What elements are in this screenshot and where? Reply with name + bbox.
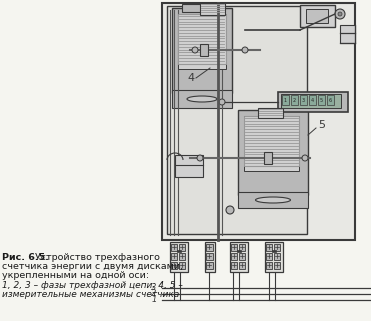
FancyBboxPatch shape xyxy=(327,95,334,105)
Text: 1, 2, 3 – фазы трехфазной цепи; 4, 5 –: 1, 2, 3 – фазы трехфазной цепи; 4, 5 – xyxy=(2,281,183,290)
FancyBboxPatch shape xyxy=(172,90,232,108)
FancyBboxPatch shape xyxy=(306,9,328,23)
FancyBboxPatch shape xyxy=(179,244,185,251)
Circle shape xyxy=(192,47,198,53)
FancyBboxPatch shape xyxy=(231,253,237,260)
FancyBboxPatch shape xyxy=(175,155,203,177)
FancyBboxPatch shape xyxy=(274,253,280,260)
FancyBboxPatch shape xyxy=(177,250,181,252)
Text: Устройство трехфазного: Устройство трехфазного xyxy=(32,253,160,262)
FancyBboxPatch shape xyxy=(206,253,213,260)
FancyBboxPatch shape xyxy=(237,250,241,252)
FancyBboxPatch shape xyxy=(281,94,341,108)
Text: 3: 3 xyxy=(302,98,305,102)
FancyBboxPatch shape xyxy=(266,253,272,260)
Text: 6: 6 xyxy=(329,98,332,102)
FancyBboxPatch shape xyxy=(182,4,222,12)
Text: 5: 5 xyxy=(318,120,325,130)
Circle shape xyxy=(302,155,308,161)
FancyBboxPatch shape xyxy=(238,110,308,195)
FancyBboxPatch shape xyxy=(162,3,355,240)
Ellipse shape xyxy=(187,96,217,102)
FancyBboxPatch shape xyxy=(239,244,245,251)
Text: 4: 4 xyxy=(187,73,194,83)
Text: 5: 5 xyxy=(320,98,323,102)
FancyBboxPatch shape xyxy=(179,253,185,260)
FancyBboxPatch shape xyxy=(238,192,308,208)
Text: Рис. 6.5.: Рис. 6.5. xyxy=(2,253,49,262)
FancyBboxPatch shape xyxy=(171,244,177,251)
FancyBboxPatch shape xyxy=(272,250,276,252)
Circle shape xyxy=(242,47,248,53)
Text: 1: 1 xyxy=(284,98,287,102)
Text: 3: 3 xyxy=(151,283,157,292)
Circle shape xyxy=(335,9,345,19)
FancyBboxPatch shape xyxy=(258,108,283,118)
FancyBboxPatch shape xyxy=(291,95,298,105)
Circle shape xyxy=(226,206,234,214)
FancyBboxPatch shape xyxy=(266,262,272,269)
FancyBboxPatch shape xyxy=(179,262,185,269)
FancyBboxPatch shape xyxy=(170,242,188,272)
FancyBboxPatch shape xyxy=(231,262,237,269)
Text: 2: 2 xyxy=(151,290,157,299)
FancyBboxPatch shape xyxy=(205,242,215,272)
Text: укрепленными на одной оси:: укрепленными на одной оси: xyxy=(2,271,149,280)
FancyBboxPatch shape xyxy=(230,242,248,272)
FancyBboxPatch shape xyxy=(318,95,325,105)
FancyBboxPatch shape xyxy=(282,95,289,105)
FancyBboxPatch shape xyxy=(264,152,272,164)
FancyBboxPatch shape xyxy=(167,6,307,234)
FancyBboxPatch shape xyxy=(178,14,226,69)
FancyBboxPatch shape xyxy=(274,262,280,269)
Ellipse shape xyxy=(256,197,290,203)
FancyBboxPatch shape xyxy=(300,95,307,105)
FancyBboxPatch shape xyxy=(278,92,348,112)
FancyBboxPatch shape xyxy=(206,244,213,251)
Circle shape xyxy=(338,12,342,16)
Circle shape xyxy=(197,155,203,161)
Text: 4: 4 xyxy=(311,98,314,102)
FancyBboxPatch shape xyxy=(171,253,177,260)
FancyBboxPatch shape xyxy=(206,262,213,269)
FancyBboxPatch shape xyxy=(200,44,208,56)
Text: 2: 2 xyxy=(293,98,296,102)
FancyBboxPatch shape xyxy=(244,116,299,171)
Circle shape xyxy=(219,99,225,105)
FancyBboxPatch shape xyxy=(274,244,280,251)
FancyBboxPatch shape xyxy=(265,242,283,272)
FancyBboxPatch shape xyxy=(300,5,335,27)
FancyBboxPatch shape xyxy=(231,244,237,251)
Text: счетчика энергии с двумя дисками,: счетчика энергии с двумя дисками, xyxy=(2,262,183,271)
FancyBboxPatch shape xyxy=(239,253,245,260)
Text: 1: 1 xyxy=(151,296,157,305)
FancyBboxPatch shape xyxy=(266,244,272,251)
Text: измерительные механизмы счетчика: измерительные механизмы счетчика xyxy=(2,290,179,299)
FancyBboxPatch shape xyxy=(172,8,232,93)
FancyBboxPatch shape xyxy=(340,25,355,43)
FancyBboxPatch shape xyxy=(309,95,316,105)
FancyBboxPatch shape xyxy=(239,262,245,269)
FancyBboxPatch shape xyxy=(171,262,177,269)
FancyBboxPatch shape xyxy=(200,3,225,15)
